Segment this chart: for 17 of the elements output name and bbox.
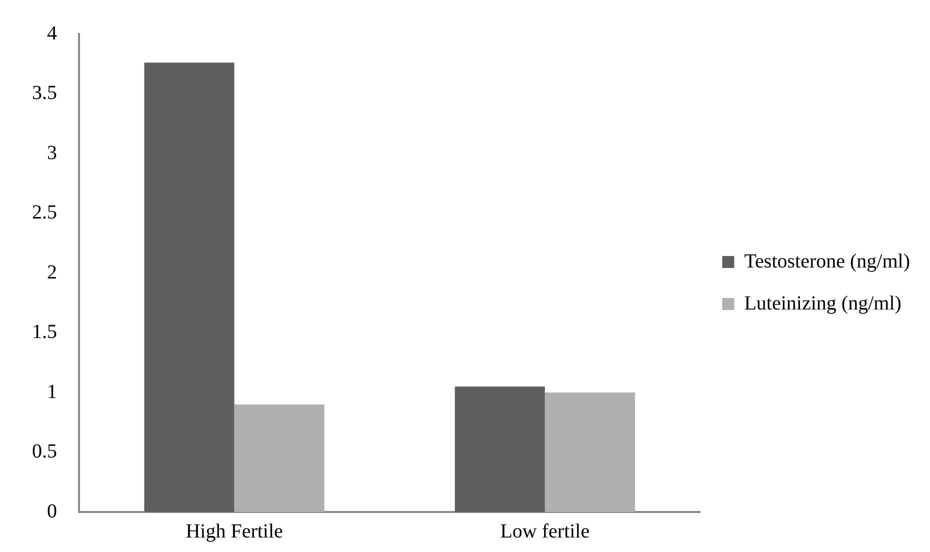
y-tick-label: 1 [47,380,57,403]
y-tick-label: 3 [47,142,57,164]
x-tick-label: Low fertile [500,520,590,542]
y-tick-label: 1.5 [32,321,57,343]
y-tick-label: 3.5 [32,82,57,104]
y-tick-label: 2.5 [32,202,57,224]
y-tick-label: 0 [47,500,57,522]
legend-label: Luteinizing (ng/ml) [744,292,902,314]
bar [454,386,545,512]
bar [144,62,234,512]
x-tick-label: High Fertile [186,520,284,542]
bar [544,392,635,512]
bar [234,404,324,512]
legend-label: Testosterone (ng/ml) [744,250,910,272]
y-tick-label: 0.5 [32,440,57,462]
y-tick-label: 2 [47,261,57,284]
y-tick-label: 4 [47,22,57,44]
